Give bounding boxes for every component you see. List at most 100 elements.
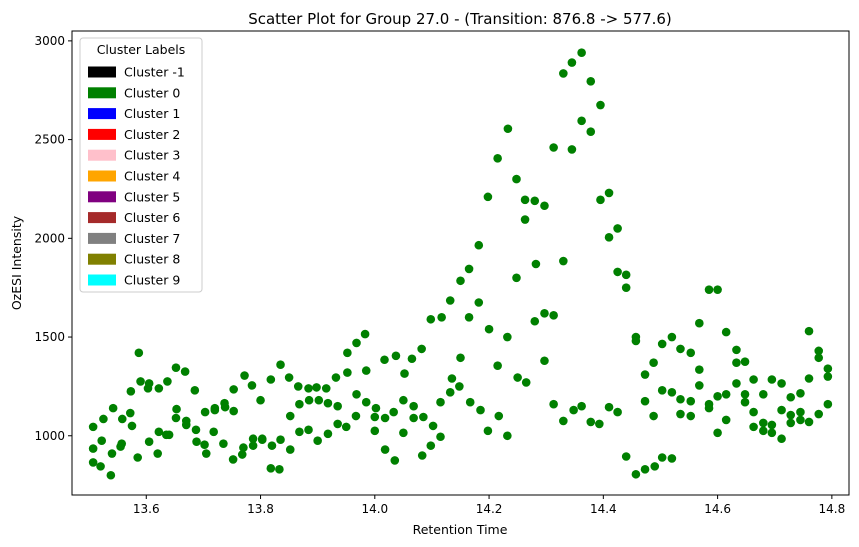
data-point — [520, 215, 530, 224]
data-point — [201, 449, 211, 458]
data-point — [275, 465, 284, 474]
legend-swatch — [88, 253, 116, 265]
data-point — [210, 403, 220, 413]
data-point — [493, 361, 502, 370]
data-point — [704, 403, 714, 413]
data-point — [604, 233, 614, 242]
legend-swatch — [88, 66, 116, 78]
data-point — [740, 397, 750, 407]
data-point — [417, 344, 426, 354]
data-point — [814, 353, 824, 363]
data-point — [333, 401, 342, 411]
data-point — [713, 428, 722, 438]
data-point — [814, 346, 824, 356]
data-point — [313, 436, 322, 446]
data-point — [596, 100, 605, 110]
data-point — [721, 390, 731, 399]
data-point — [343, 348, 352, 358]
y-axis: 1000 1500 2000 2500 3000 — [34, 34, 72, 443]
data-point — [676, 409, 685, 419]
data-point — [134, 348, 144, 358]
data-point — [370, 412, 380, 422]
data-point — [108, 403, 118, 413]
data-point — [153, 449, 162, 458]
data-point — [456, 353, 465, 363]
data-point — [107, 449, 117, 458]
data-point — [569, 405, 578, 415]
legend-swatch — [88, 87, 116, 99]
data-point — [191, 425, 201, 435]
data-point — [239, 443, 248, 452]
data-point — [667, 454, 677, 463]
plot-frame — [71, 30, 850, 496]
data-point — [657, 386, 667, 395]
data-point — [380, 445, 390, 454]
data-point — [559, 256, 568, 266]
data-point — [370, 426, 380, 436]
data-point — [686, 411, 696, 421]
data-point — [409, 401, 418, 411]
data-point — [786, 392, 796, 402]
data-point — [464, 264, 474, 274]
data-point — [117, 414, 127, 424]
data-point — [229, 385, 238, 394]
data-point — [447, 374, 457, 383]
data-point — [613, 407, 622, 417]
legend-label: Cluster 3 — [124, 148, 180, 163]
data-point — [749, 375, 758, 384]
data-point — [604, 188, 614, 198]
data-point — [284, 373, 294, 382]
data-point — [559, 69, 568, 78]
data-point — [796, 415, 805, 425]
data-point — [621, 283, 631, 292]
data-point — [190, 386, 200, 395]
legend-label: Cluster -1 — [124, 65, 185, 80]
data-point — [567, 58, 577, 67]
data-point — [586, 77, 596, 86]
data-point — [341, 422, 351, 432]
data-point — [465, 397, 475, 407]
legend-label: Cluster 2 — [124, 127, 180, 142]
data-point — [456, 276, 465, 286]
legend-swatch — [88, 232, 116, 244]
data-point — [333, 419, 342, 429]
data-point — [676, 394, 685, 404]
data-point — [247, 381, 257, 390]
data-point — [586, 417, 596, 427]
data-point — [713, 285, 722, 294]
data-point — [577, 48, 586, 58]
data-point — [613, 224, 622, 233]
data-point — [248, 441, 258, 450]
data-point — [240, 371, 249, 380]
data-point — [99, 414, 108, 424]
data-point — [409, 413, 418, 423]
data-point — [767, 420, 777, 430]
data-point — [732, 345, 741, 355]
data-point — [228, 455, 238, 464]
data-point — [704, 285, 714, 294]
data-point — [796, 389, 805, 398]
data-point — [732, 358, 741, 368]
data-point — [740, 390, 750, 399]
data-point — [767, 375, 777, 384]
data-point — [549, 311, 558, 320]
data-point — [777, 405, 786, 415]
data-point — [248, 434, 258, 444]
legend-swatch — [88, 108, 116, 120]
data-point — [380, 413, 390, 423]
data-point — [343, 368, 352, 377]
data-point — [391, 351, 401, 361]
legend-swatch — [88, 191, 116, 203]
y-axis-label: OzESI Intensity — [9, 215, 24, 310]
data-point — [192, 437, 201, 446]
data-point — [371, 403, 381, 413]
data-point — [777, 434, 786, 444]
data-point — [649, 358, 658, 368]
data-point — [143, 384, 153, 393]
data-point — [483, 426, 493, 436]
data-point — [732, 379, 741, 388]
data-point — [631, 469, 641, 479]
data-point — [106, 470, 116, 480]
data-point — [127, 421, 137, 431]
data-point — [352, 338, 361, 348]
